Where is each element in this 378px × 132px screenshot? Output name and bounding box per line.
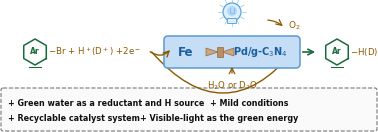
Text: H$_2$O or D$_2$O: H$_2$O or D$_2$O — [207, 80, 257, 93]
Text: Ar: Ar — [332, 48, 342, 56]
Circle shape — [227, 6, 237, 16]
Text: $-$Br + H$^+$(D$^+$) +2e$^-$: $-$Br + H$^+$(D$^+$) +2e$^-$ — [48, 46, 141, 58]
Polygon shape — [206, 48, 218, 56]
Text: + Green water as a reductant and H source: + Green water as a reductant and H sourc… — [8, 99, 204, 108]
Text: Ar: Ar — [30, 48, 40, 56]
FancyBboxPatch shape — [164, 36, 300, 68]
FancyBboxPatch shape — [228, 18, 237, 23]
Polygon shape — [217, 47, 223, 57]
Text: + Visible-light as the green energy: + Visible-light as the green energy — [140, 114, 298, 123]
Text: $-$H(D): $-$H(D) — [350, 46, 378, 58]
Text: O$_2$: O$_2$ — [288, 20, 301, 32]
Text: + Mild conditions: + Mild conditions — [210, 99, 288, 108]
Circle shape — [223, 3, 241, 21]
Polygon shape — [222, 48, 234, 56]
Text: Fe: Fe — [178, 46, 194, 58]
FancyBboxPatch shape — [1, 88, 377, 131]
Text: Pd/g-C$_3$N$_4$: Pd/g-C$_3$N$_4$ — [232, 45, 287, 59]
Text: + Recyclable catalyst system: + Recyclable catalyst system — [8, 114, 140, 123]
